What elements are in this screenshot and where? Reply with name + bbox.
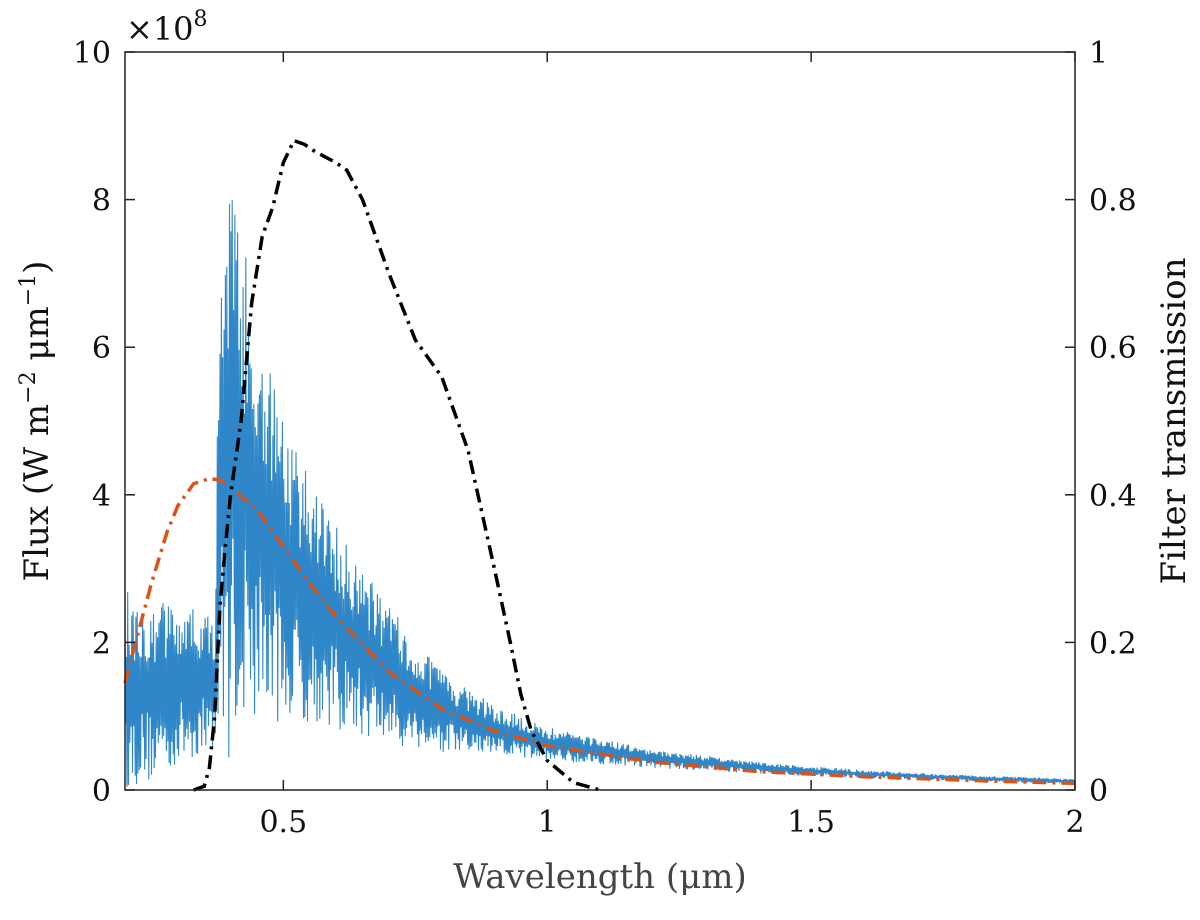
x-tick-label: 2 [1065,805,1084,840]
series-blackbody-line [123,476,1076,786]
series-filter-line [193,138,601,792]
x-tick-label: 1 [538,805,557,840]
y-left-title-exp1: −2 [16,371,41,403]
y-left-tick-label: 10 [73,36,111,71]
y-right-tick-label: 1 [1089,36,1108,71]
x-tick-label: 0.5 [259,805,307,840]
y-left-tick-label: 2 [92,626,111,661]
y-left-title-part3: ) [17,261,57,274]
y-right-tick-label: 0.6 [1089,331,1137,366]
y-multiplier: ×108 [126,7,208,48]
plot-area [125,52,1075,790]
y-left-tick-label: 6 [92,331,111,366]
axes-frame [124,51,1076,791]
series-layer [123,138,1076,792]
y-right-tick-label: 0.4 [1089,479,1137,514]
y-left-tick-label: 0 [92,774,111,809]
y-right-tick-label: 0.8 [1089,184,1137,219]
y-multiplier-base: ×10 [126,10,194,48]
y-left-title-part1: Flux (W m [17,404,57,582]
y-right-tick-label: 0.2 [1089,626,1137,661]
y-axis-right-title: Filter transmission [1154,258,1194,585]
y-left-title-exp2: −1 [16,274,41,306]
y-left-title-part2: μm [17,306,57,371]
y-multiplier-exponent: 8 [194,7,208,32]
x-tick-label: 1.5 [787,805,835,840]
y-left-tick-label: 4 [92,479,111,514]
y-right-tick-label: 0 [1089,774,1108,809]
y-axis-left-title: Flux (W m−2 μm−1) [16,261,57,582]
y-left-tick-label: 8 [92,184,111,219]
x-axis-title: Wavelength (μm) [453,857,746,897]
